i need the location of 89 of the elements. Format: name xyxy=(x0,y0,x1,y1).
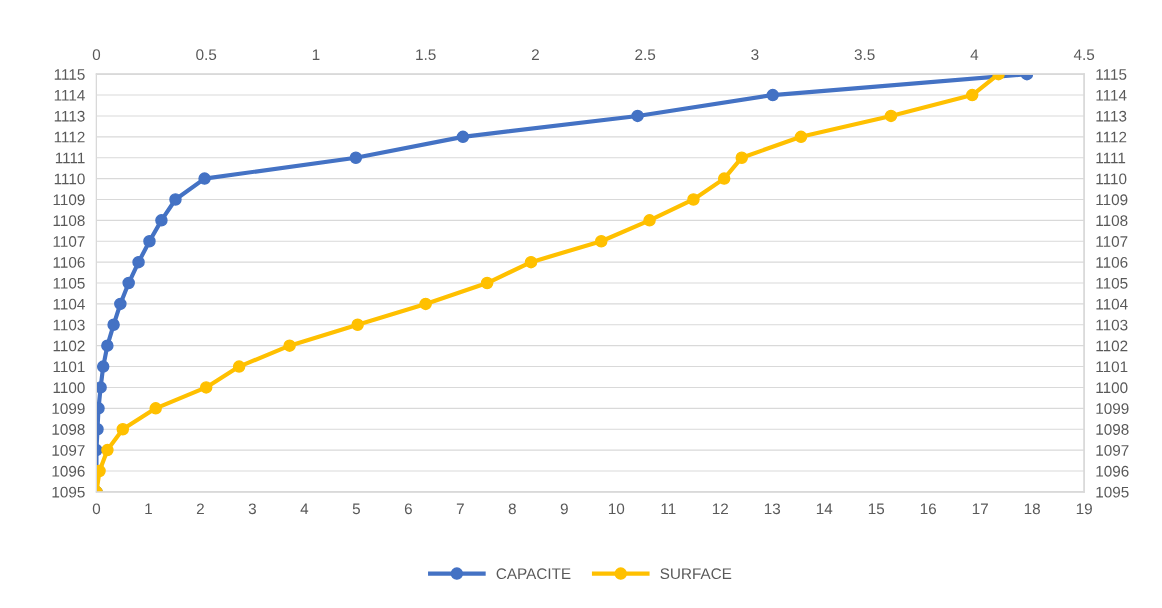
y2-tick-label: 1107 xyxy=(1096,236,1128,247)
x-tick-label: 17 xyxy=(972,503,988,515)
x-tick-label: 11 xyxy=(661,503,676,515)
point xyxy=(122,276,135,290)
x2-tick-label: 4.5 xyxy=(1073,49,1095,61)
x2-tick-label: 2 xyxy=(531,49,539,60)
x-tick-label: 9 xyxy=(560,503,568,515)
y-tick-label: 1106 xyxy=(53,257,85,268)
x-tick-label: 15 xyxy=(868,503,885,515)
x-tick-label: 0 xyxy=(92,503,101,515)
y-tick-label: 1099 xyxy=(52,403,85,415)
x-tick-label: 13 xyxy=(764,503,781,515)
x2-tick-label: 3.5 xyxy=(854,49,875,61)
x-tick-label: 5 xyxy=(352,503,360,515)
y2-tick-label: 1097 xyxy=(1096,444,1129,456)
x2-tick-label: 0 xyxy=(92,49,101,61)
y-tick-label: 1109 xyxy=(53,194,85,206)
x-tick-label: 16 xyxy=(920,503,937,515)
y-tick-label: 1100 xyxy=(53,382,85,394)
point xyxy=(132,255,145,269)
x2-tick-label: 1 xyxy=(312,49,320,60)
x-tick-label: 1 xyxy=(145,503,152,515)
y2-tick-label: 1101 xyxy=(1096,361,1128,373)
y2-tick-label: 1115 xyxy=(1096,69,1127,80)
y-tick-label: 1104 xyxy=(53,298,85,310)
x2-tick-label: 3 xyxy=(751,49,759,61)
x-tick-label: 2 xyxy=(196,503,204,515)
x-tick-label: 8 xyxy=(508,503,516,515)
y-tick-label: 1105 xyxy=(53,277,85,289)
y-tick-label: 1112 xyxy=(54,131,85,143)
y-tick-label: 1108 xyxy=(53,215,85,227)
point xyxy=(198,172,211,185)
y2-tick-label: 1109 xyxy=(1096,194,1128,206)
x-tick-label: 19 xyxy=(1076,503,1092,515)
point xyxy=(631,109,644,123)
point xyxy=(96,381,107,394)
y-tick-label: 1113 xyxy=(54,110,85,122)
x-tick-label: 12 xyxy=(712,503,728,515)
point xyxy=(155,214,168,227)
y-tick-label: 1111 xyxy=(55,152,85,164)
y-tick-label: 1095 xyxy=(52,486,85,498)
y2-tick-label: 1113 xyxy=(1096,110,1127,122)
y2-tick-label: 1106 xyxy=(1096,257,1128,268)
y2-tick-label: 1112 xyxy=(1096,131,1127,143)
x-tick-label: 4 xyxy=(300,503,309,515)
y-tick-label: 1107 xyxy=(53,236,85,247)
y2-tick-label: 1096 xyxy=(1096,465,1129,477)
y-tick-label: 1101 xyxy=(53,361,85,373)
y2-tick-label: 1114 xyxy=(1096,90,1127,101)
y-tick-label: 1098 xyxy=(52,424,85,435)
y-tick-label: 1110 xyxy=(54,173,85,185)
y-tick-label: 1102 xyxy=(53,340,85,352)
y2-tick-label: 1098 xyxy=(1096,424,1129,435)
point xyxy=(114,297,127,311)
y-tick-label: 1115 xyxy=(54,69,85,80)
legend-label: CAPACITE xyxy=(496,568,571,580)
y-tick-label: 1114 xyxy=(54,90,85,101)
x2-tick-label: 2.5 xyxy=(635,49,656,61)
y2-tick-label: 1102 xyxy=(1096,340,1128,352)
point xyxy=(456,130,470,144)
point xyxy=(169,193,182,206)
x-tick-label: 14 xyxy=(816,503,833,515)
point xyxy=(143,235,156,248)
point xyxy=(96,360,110,373)
y2-tick-label: 1100 xyxy=(1096,382,1128,394)
y2-tick-label: 1103 xyxy=(1096,319,1128,331)
y-tick-label: 1097 xyxy=(52,444,85,456)
x-tick-label: 18 xyxy=(1024,503,1040,515)
y2-tick-label: 1095 xyxy=(1096,486,1129,498)
x-tick-label: 6 xyxy=(404,503,412,515)
x2-tick-label: 4 xyxy=(970,49,979,60)
point xyxy=(766,88,780,102)
y2-tick-label: 1104 xyxy=(1096,298,1128,310)
y-tick-label: 1096 xyxy=(52,465,85,477)
point xyxy=(349,151,363,164)
x-tick-label: 10 xyxy=(608,503,625,515)
y2-tick-label: 1111 xyxy=(1096,152,1126,164)
x-tick-label: 3 xyxy=(248,503,256,515)
x2-tick-label: 0.5 xyxy=(196,49,217,61)
y2-tick-label: 1108 xyxy=(1096,215,1128,227)
legend-label: SURFACE xyxy=(660,568,732,580)
x-tick-label: 7 xyxy=(456,503,464,515)
y2-tick-label: 1110 xyxy=(1096,173,1127,185)
x2-tick-label: 1.5 xyxy=(416,49,436,61)
point xyxy=(101,339,114,352)
point xyxy=(107,318,120,332)
y2-tick-label: 1099 xyxy=(1096,403,1129,415)
y-tick-label: 1103 xyxy=(53,319,85,331)
y2-tick-label: 1105 xyxy=(1096,277,1128,289)
